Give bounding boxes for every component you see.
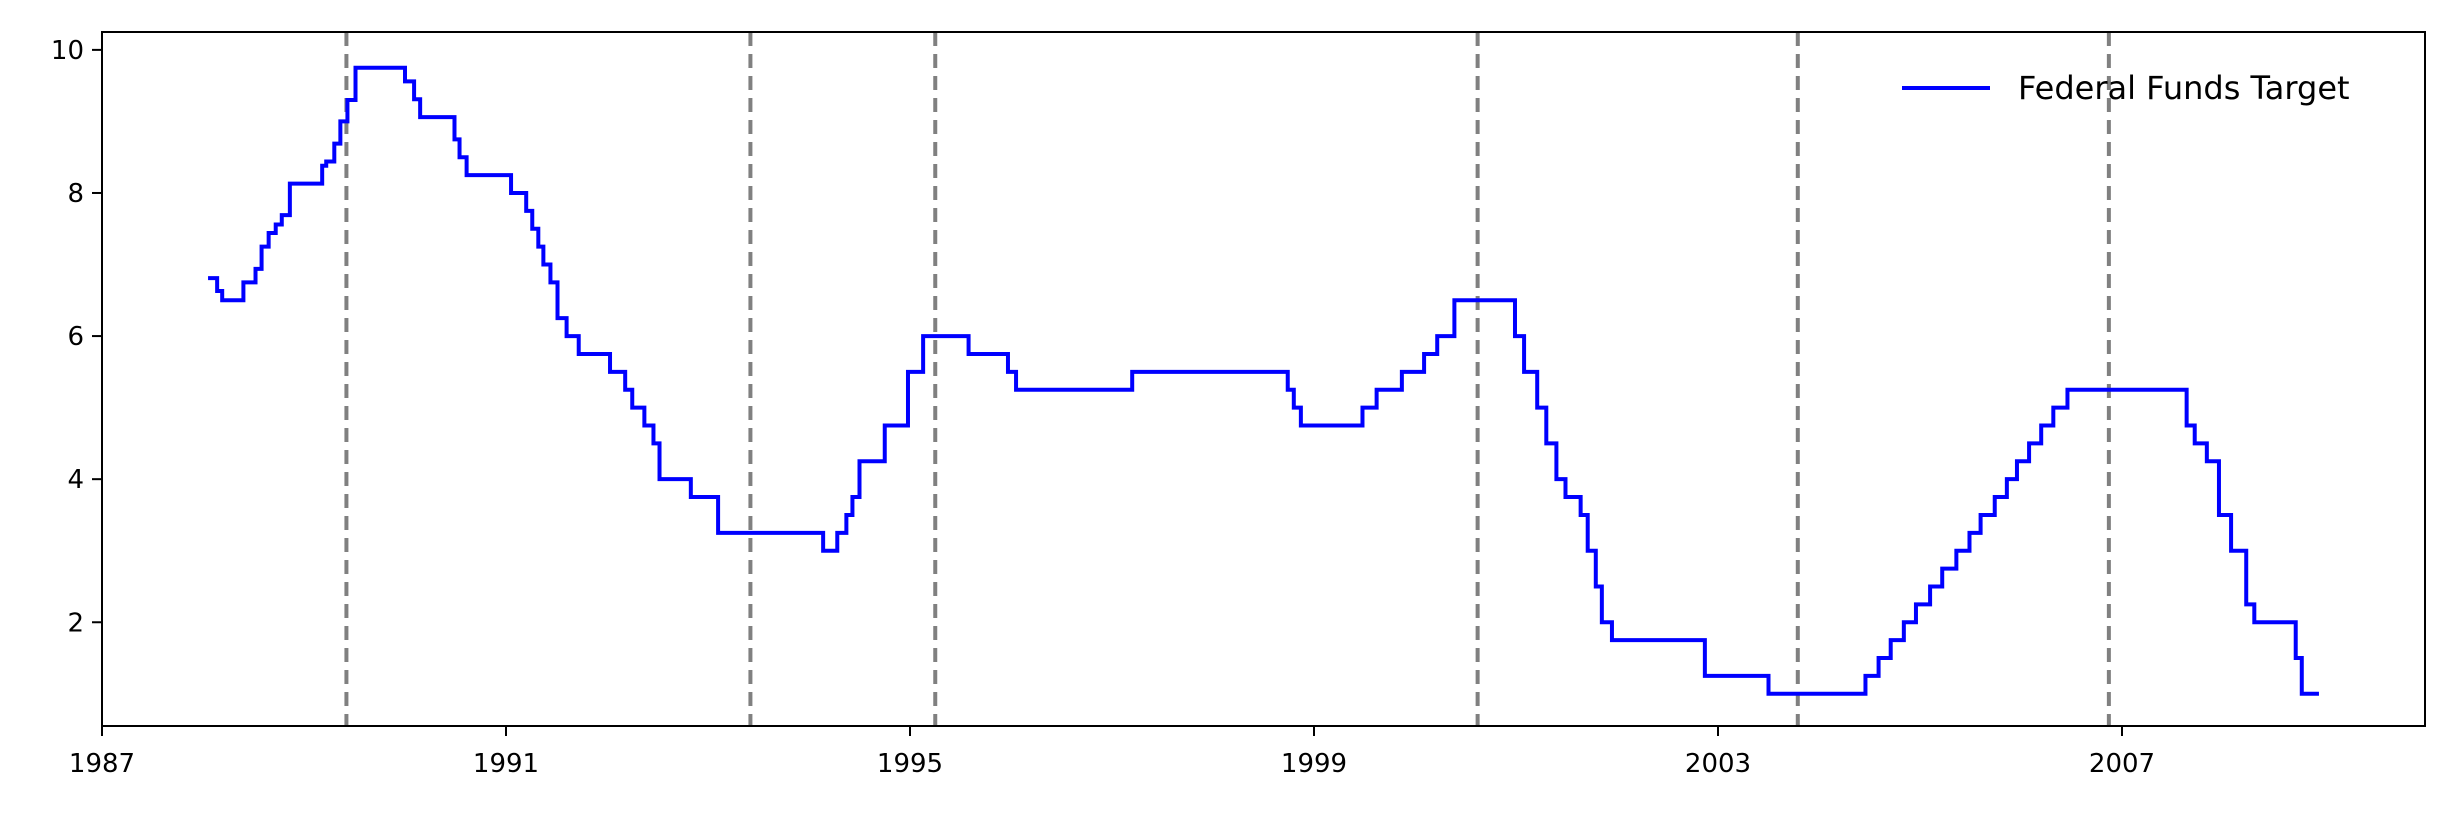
- x-tick-label: 1999: [1281, 749, 1347, 779]
- y-tick-label: 2: [67, 608, 84, 638]
- y-tick-label: 6: [67, 322, 84, 352]
- legend: Federal Funds Target: [1902, 69, 2350, 107]
- y-tick-label: 4: [67, 465, 84, 495]
- series-line: [208, 65, 2319, 696]
- y-tick-label: 10: [51, 36, 84, 66]
- x-tick-label: 1987: [69, 749, 135, 779]
- x-tick-label: 1991: [473, 749, 539, 779]
- x-tick-label: 1995: [877, 749, 943, 779]
- series-group: [208, 65, 2319, 696]
- x-tick-label: 2007: [2089, 749, 2155, 779]
- legend-label: Federal Funds Target: [2018, 69, 2350, 107]
- x-axis: 1987 1991 1995 1999 2003 2007: [69, 726, 2155, 779]
- plot-frame: [101, 31, 2426, 727]
- x-tick-label: 2003: [1685, 749, 1751, 779]
- y-axis: 2 4 6 8 10: [51, 36, 102, 638]
- y-tick-label: 8: [67, 179, 84, 209]
- reference-lines: [344, 32, 2111, 726]
